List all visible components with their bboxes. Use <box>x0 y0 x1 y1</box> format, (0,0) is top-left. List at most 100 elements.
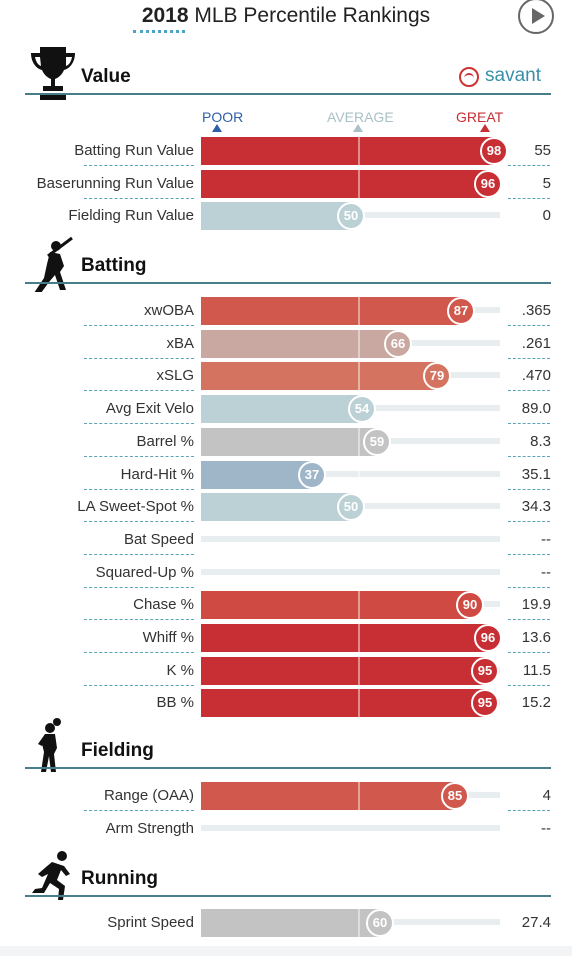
scale-average-arrow <box>353 124 363 132</box>
percentile-bar <box>201 137 495 165</box>
row-divider <box>84 489 194 490</box>
percentile-track <box>201 536 500 542</box>
value-divider <box>508 423 550 424</box>
metric-row[interactable]: Sprint Speed 60 27.4 <box>0 907 572 939</box>
percentile-bar <box>201 297 462 325</box>
percentile-bar <box>201 493 351 521</box>
baseball-icon <box>459 67 479 87</box>
percentile-bar <box>201 624 489 652</box>
section-divider <box>25 767 551 769</box>
percentile-badge: 95 <box>471 689 499 717</box>
value-divider <box>508 619 550 620</box>
average-marker <box>358 362 360 390</box>
value-divider <box>508 521 550 522</box>
value-divider <box>508 456 550 457</box>
percentile-bar <box>201 782 456 810</box>
percentile-bar <box>201 428 378 456</box>
metric-value: 35.1 <box>521 466 551 483</box>
metric-row[interactable]: Hard-Hit % 37 35.1 <box>0 459 572 491</box>
metric-label: Avg Exit Velo <box>105 400 194 417</box>
average-marker <box>358 782 360 810</box>
play-button[interactable] <box>518 0 554 34</box>
percentile-badge: 59 <box>363 428 391 456</box>
batter-icon <box>28 236 78 297</box>
value-divider <box>508 489 550 490</box>
percentile-badge: 98 <box>480 137 508 165</box>
metric-label: Baserunning Run Value <box>36 175 194 192</box>
metric-row[interactable]: Baserunning Run Value 96 5 <box>0 168 572 200</box>
metric-row[interactable]: Squared-Up % -- <box>0 557 572 589</box>
metric-row[interactable]: Avg Exit Velo 54 89.0 <box>0 393 572 425</box>
metric-value: 4 <box>542 787 551 804</box>
metric-row[interactable]: Fielding Run Value 50 0 <box>0 200 572 232</box>
metric-label: Arm Strength <box>105 820 194 837</box>
percentile-badge: 95 <box>471 657 499 685</box>
value-divider <box>508 325 550 326</box>
percentile-bar <box>201 591 471 619</box>
row-divider <box>84 652 194 653</box>
average-marker <box>358 137 360 165</box>
percentile-badge: 50 <box>337 202 365 230</box>
metric-row[interactable]: Batting Run Value 98 55 <box>0 135 572 167</box>
metric-row[interactable]: Arm Strength -- <box>0 813 572 845</box>
metric-row[interactable]: xBA 66 .261 <box>0 328 572 360</box>
percentile-badge: 87 <box>447 297 475 325</box>
metric-label: xwOBA <box>143 302 194 319</box>
metric-row[interactable]: LA Sweet-Spot % 50 34.3 <box>0 491 572 523</box>
metric-value: 8.3 <box>530 433 551 450</box>
metric-row[interactable]: xSLG 79 .470 <box>0 360 572 392</box>
metric-row[interactable]: Chase % 90 19.9 <box>0 589 572 621</box>
row-divider <box>84 165 194 166</box>
metric-label: Fielding Run Value <box>68 207 194 224</box>
fielder-icon <box>28 718 78 779</box>
metric-value: 5 <box>542 175 551 192</box>
section-divider <box>25 93 551 95</box>
value-divider <box>508 198 550 199</box>
page-title: 2018 MLB Percentile Rankings <box>141 4 431 27</box>
metric-value: 11.5 <box>522 662 551 679</box>
row-divider <box>84 810 194 811</box>
metric-label: Hard-Hit % <box>120 466 194 483</box>
row-divider <box>84 198 194 199</box>
row-divider <box>84 325 194 326</box>
metric-label: BB % <box>156 694 194 711</box>
row-divider <box>84 587 194 588</box>
average-marker <box>358 461 360 489</box>
percentile-badge: 37 <box>298 461 326 489</box>
row-divider <box>84 456 194 457</box>
percentile-bar <box>201 395 363 423</box>
average-marker <box>358 428 360 456</box>
percentile-bar <box>201 657 486 685</box>
metric-value: .261 <box>521 335 551 352</box>
metric-row[interactable]: Whiff % 96 13.6 <box>0 622 572 654</box>
value-divider <box>508 390 550 391</box>
metric-value: 19.9 <box>521 596 551 613</box>
percentile-track <box>201 825 500 831</box>
metric-row[interactable]: Bat Speed -- <box>0 524 572 556</box>
percentile-badge: 85 <box>441 782 469 810</box>
metric-row[interactable]: Range (OAA) 85 4 <box>0 780 572 812</box>
metric-label: Whiff % <box>142 629 194 646</box>
percentile-badge: 96 <box>474 170 502 198</box>
metric-row[interactable]: BB % 95 15.2 <box>0 687 572 719</box>
metric-label: xSLG <box>156 367 194 384</box>
metric-row[interactable]: K % 95 11.5 <box>0 655 572 687</box>
section-title: Batting <box>81 255 147 276</box>
metric-row[interactable]: Barrel % 59 8.3 <box>0 426 572 458</box>
average-marker <box>358 909 360 937</box>
metric-value: 89.0 <box>521 400 551 417</box>
average-marker <box>358 689 360 717</box>
scale-great-arrow <box>480 124 490 132</box>
metric-row[interactable]: xwOBA 87 .365 <box>0 295 572 327</box>
percentile-badge: 96 <box>474 624 502 652</box>
metric-label: Sprint Speed <box>107 914 194 931</box>
section-divider <box>25 282 551 284</box>
row-divider <box>84 685 194 686</box>
row-divider <box>84 554 194 555</box>
row-divider <box>84 390 194 391</box>
footer-bar <box>0 946 572 956</box>
header: 2018 MLB Percentile Rankings <box>0 0 572 40</box>
row-divider <box>84 358 194 359</box>
percentile-bar <box>201 461 312 489</box>
metric-value: -- <box>541 531 551 548</box>
